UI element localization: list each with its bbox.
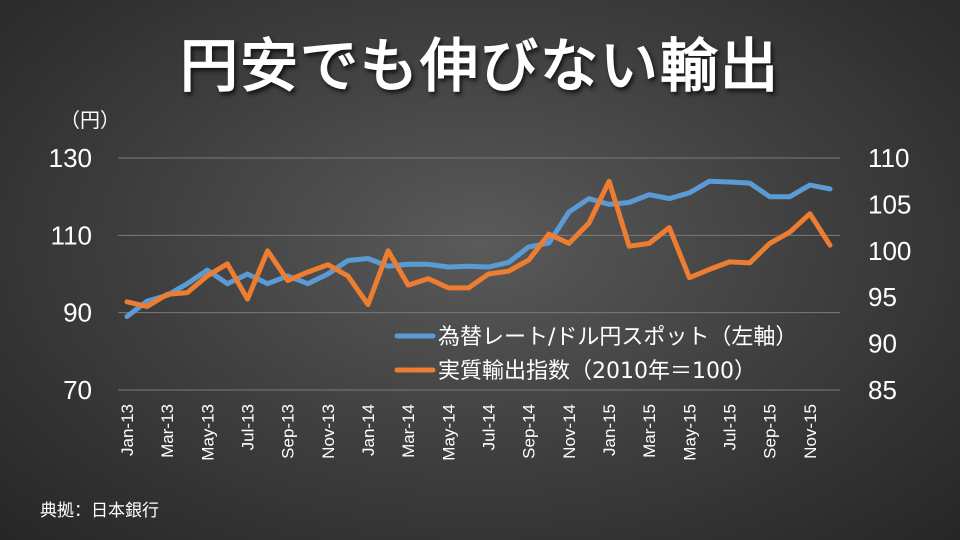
- legend-label: 実質輸出指数（2010年＝100）: [438, 359, 756, 384]
- x-tick-label: Nov-14: [560, 404, 579, 459]
- left-tick-label: 90: [63, 298, 92, 328]
- x-tick-label: Mar-15: [640, 404, 659, 458]
- left-axis-ticks: 130 110 90 70: [49, 143, 92, 405]
- right-tick-label: 105: [868, 189, 911, 219]
- series-line-right: [124, 178, 833, 309]
- right-tick-label: 90: [868, 329, 897, 359]
- x-tick-label: Mar-13: [158, 404, 177, 458]
- x-tick-label: May-13: [198, 404, 217, 461]
- left-tick-label: 70: [63, 375, 92, 405]
- right-axis-ticks: 110 105 100 95 90 85: [868, 143, 911, 405]
- chart-title: 円安でも伸びない輸出: [179, 32, 780, 100]
- x-tick-label: Jan-14: [359, 404, 378, 456]
- source-note: 典拠：日本銀行: [40, 501, 159, 521]
- legend-label: 為替レート/ドル円スポット（左軸）: [438, 325, 797, 350]
- left-axis-unit: （円）: [60, 108, 120, 132]
- x-tick-label: Jul-15: [721, 404, 740, 450]
- x-tick-label: Jul-14: [480, 404, 499, 450]
- right-tick-label: 95: [868, 282, 897, 312]
- x-tick-label: Sep-13: [279, 404, 298, 459]
- x-tick-label: Jan-13: [118, 404, 137, 456]
- x-tick-label: Nov-15: [801, 404, 820, 459]
- series-lines: [124, 178, 833, 319]
- series-line-left: [124, 178, 833, 319]
- x-tick-label: Sep-14: [520, 404, 539, 459]
- x-tick-label: Jul-13: [239, 404, 258, 450]
- x-tick-label: Nov-13: [319, 404, 338, 459]
- x-tick-label: May-15: [680, 404, 699, 461]
- left-tick-label: 130: [49, 143, 92, 173]
- right-tick-label: 85: [868, 375, 897, 405]
- gridlines: [118, 157, 840, 391]
- x-tick-label: Jan-15: [600, 404, 619, 456]
- x-tick-label: May-14: [439, 404, 458, 461]
- x-axis-ticks: Jan-13 Mar-13 May-13 Jul-13 Sep-13 Nov-13 Jan-…: [118, 404, 820, 461]
- right-tick-label: 100: [868, 236, 911, 266]
- legend: 為替レート/ドル円スポット（左軸） 実質輸出指数（2010年＝100）: [394, 325, 797, 384]
- x-tick-label: Sep-15: [761, 404, 780, 459]
- x-tick-label: Mar-14: [399, 404, 418, 458]
- right-tick-label: 110: [868, 143, 909, 173]
- left-tick-label: 110: [51, 220, 92, 250]
